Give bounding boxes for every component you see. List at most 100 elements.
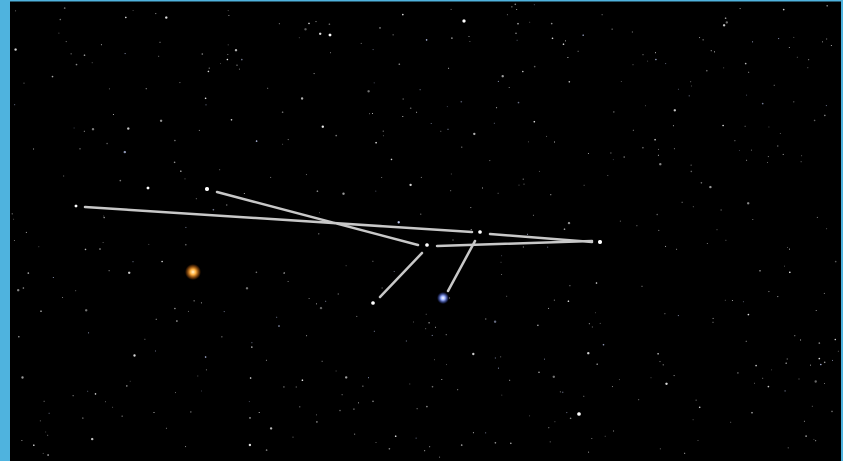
faint-star bbox=[44, 401, 45, 402]
faint-star bbox=[698, 440, 699, 441]
faint-star bbox=[250, 377, 252, 379]
faint-star bbox=[717, 229, 718, 230]
faint-star bbox=[199, 130, 200, 131]
faint-star bbox=[500, 356, 501, 357]
faint-star bbox=[740, 8, 741, 9]
faint-star bbox=[126, 385, 128, 387]
faint-star bbox=[754, 383, 755, 384]
faint-star bbox=[824, 115, 826, 117]
faint-star bbox=[529, 415, 530, 416]
faint-star bbox=[209, 68, 210, 69]
faint-star bbox=[432, 335, 433, 336]
faint-star bbox=[185, 446, 186, 447]
faint-star bbox=[429, 446, 430, 447]
faint-star bbox=[822, 41, 823, 42]
faint-star bbox=[663, 364, 664, 365]
faint-star bbox=[691, 165, 692, 166]
faint-star bbox=[316, 421, 318, 423]
faint-star bbox=[578, 51, 579, 52]
faint-star bbox=[316, 303, 317, 304]
faint-star bbox=[495, 358, 496, 359]
faint-star bbox=[228, 15, 229, 16]
faint-star bbox=[722, 125, 724, 127]
faint-star bbox=[563, 43, 565, 45]
faint-star bbox=[774, 85, 775, 86]
faint-star bbox=[24, 83, 25, 84]
faint-star bbox=[777, 296, 778, 297]
faint-star bbox=[783, 9, 785, 11]
faint-star bbox=[826, 5, 828, 7]
faint-star bbox=[124, 151, 126, 153]
faint-star bbox=[612, 386, 613, 387]
faint-star bbox=[810, 365, 811, 366]
faint-star bbox=[777, 146, 778, 147]
faint-star bbox=[660, 361, 661, 362]
faint-star bbox=[165, 16, 167, 18]
faint-star bbox=[537, 325, 538, 326]
faint-star bbox=[784, 390, 786, 392]
faint-star bbox=[517, 23, 519, 25]
faint-star bbox=[701, 182, 703, 184]
faint-star bbox=[569, 81, 571, 83]
faint-star bbox=[835, 339, 837, 341]
faint-star bbox=[66, 41, 67, 42]
faint-star bbox=[564, 228, 566, 230]
faint-star bbox=[494, 321, 496, 323]
faint-star bbox=[768, 127, 769, 128]
faint-star bbox=[690, 81, 691, 82]
faint-star bbox=[109, 270, 110, 271]
faint-star bbox=[743, 301, 744, 302]
faint-star bbox=[588, 153, 589, 154]
faint-star bbox=[826, 105, 827, 106]
faint-star bbox=[106, 143, 108, 145]
faint-star bbox=[699, 407, 701, 409]
faint-star bbox=[241, 59, 243, 61]
faint-star bbox=[778, 38, 779, 39]
faint-star bbox=[553, 376, 555, 378]
faint-star bbox=[745, 63, 747, 65]
faint-star bbox=[642, 286, 643, 287]
faint-star bbox=[502, 75, 504, 77]
faint-star bbox=[174, 162, 176, 164]
faint-star bbox=[226, 205, 227, 206]
faint-star bbox=[381, 177, 382, 178]
faint-star bbox=[815, 380, 817, 382]
blue-star bbox=[437, 292, 449, 304]
orange-star bbox=[185, 264, 201, 280]
faint-star bbox=[251, 346, 253, 348]
faint-star bbox=[707, 243, 708, 244]
star bbox=[462, 19, 465, 22]
faint-star bbox=[154, 412, 155, 413]
faint-star bbox=[451, 37, 453, 39]
faint-star bbox=[439, 457, 440, 458]
faint-star bbox=[235, 49, 237, 51]
faint-star bbox=[725, 17, 727, 19]
faint-star bbox=[785, 362, 787, 364]
faint-star bbox=[751, 150, 752, 151]
faint-star bbox=[14, 104, 15, 105]
faint-star bbox=[402, 14, 404, 16]
faint-star bbox=[768, 386, 770, 388]
faint-star bbox=[367, 90, 369, 92]
faint-star bbox=[447, 106, 448, 107]
faint-star bbox=[446, 364, 447, 365]
faint-star bbox=[568, 300, 570, 302]
faint-star bbox=[166, 428, 167, 429]
faint-star bbox=[33, 444, 35, 446]
faint-star bbox=[318, 233, 319, 234]
faint-star bbox=[534, 66, 536, 68]
faint-star bbox=[301, 97, 303, 99]
faint-star bbox=[416, 112, 417, 113]
faint-star bbox=[259, 412, 260, 413]
faint-star bbox=[793, 37, 794, 38]
faint-star bbox=[498, 193, 499, 194]
faint-star bbox=[197, 376, 198, 377]
faint-star bbox=[346, 265, 347, 266]
faint-star bbox=[801, 155, 802, 156]
faint-star bbox=[547, 247, 548, 248]
faint-star bbox=[91, 438, 93, 440]
faint-star bbox=[647, 61, 648, 62]
star bbox=[598, 240, 602, 244]
faint-star bbox=[190, 411, 192, 413]
faint-star bbox=[787, 359, 788, 360]
